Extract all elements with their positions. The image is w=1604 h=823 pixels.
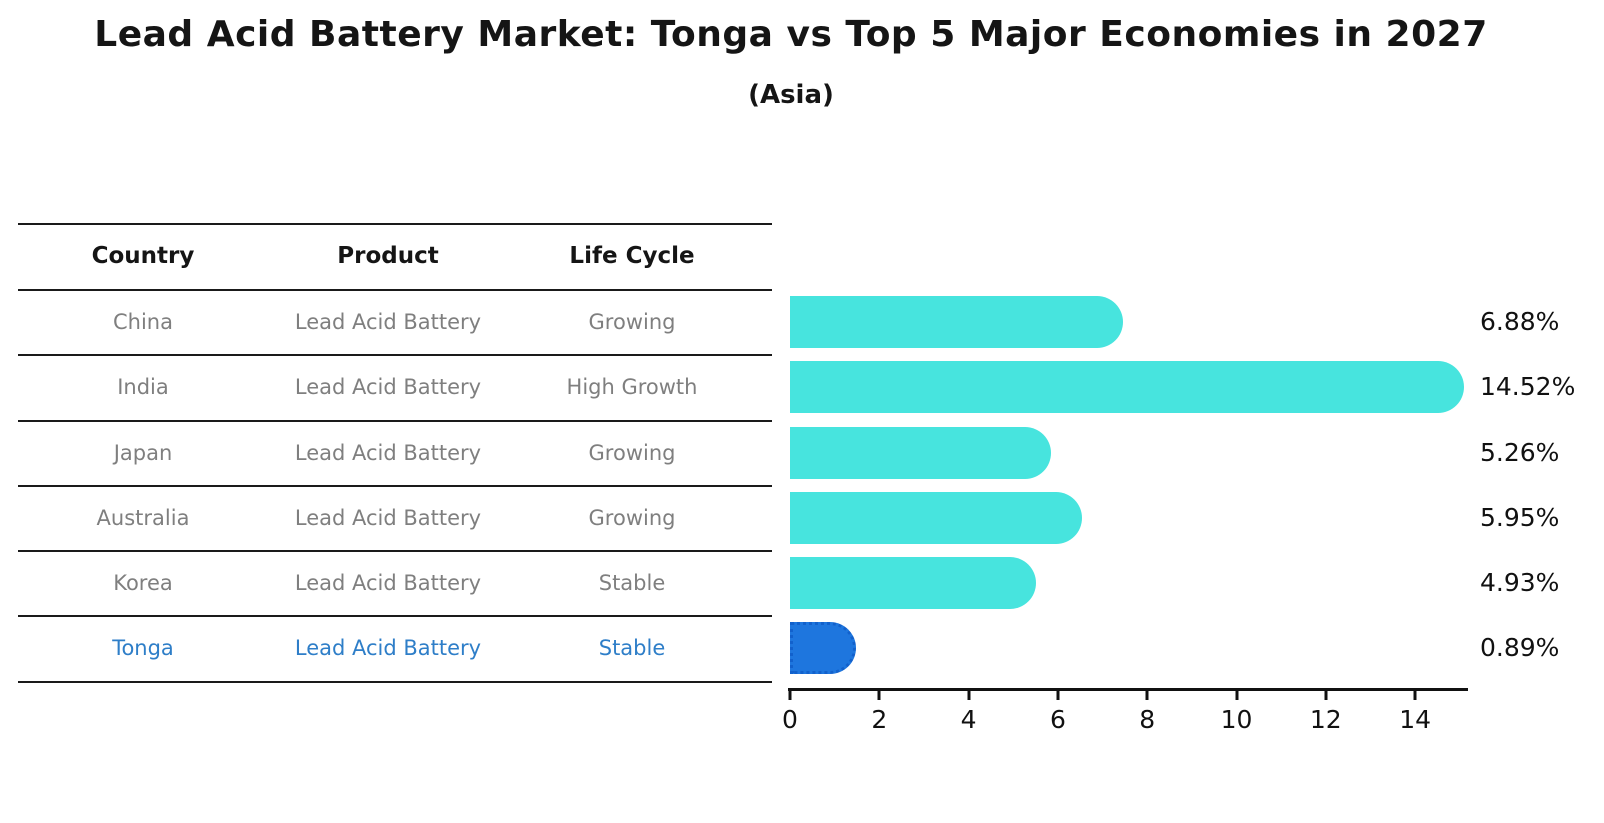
value-label: 5.95% (1480, 502, 1560, 532)
x-tick-label: 12 (1309, 705, 1342, 734)
table-cell-country: Australia (96, 505, 190, 530)
table-line (18, 354, 772, 356)
table-cell-lifecycle: Stable (598, 636, 666, 660)
x-tick-label: 8 (1139, 705, 1156, 734)
x-tick-label: 0 (782, 705, 798, 734)
table-cell-product: Lead Acid Battery (294, 440, 482, 465)
table-cell-lifecycle: Growing (588, 505, 676, 530)
value-label: 6.88% (1480, 306, 1560, 336)
x-tick-label: 6 (1049, 705, 1066, 734)
table-line (18, 420, 772, 422)
table-cell-product: Lead Acid Battery (294, 636, 482, 660)
x-tick (788, 691, 792, 700)
page-subtitle: (Asia) (748, 80, 834, 110)
table-cell-country: China (113, 309, 173, 334)
x-tick (1324, 691, 1328, 700)
table-cell-lifecycle: Stable (598, 570, 666, 595)
table-cell-product: Lead Acid Battery (294, 570, 482, 595)
value-label: 4.93% (1480, 567, 1560, 597)
x-tick (1145, 691, 1149, 700)
page-title: Lead Acid Battery Market: Tonga vs Top 5… (94, 14, 1488, 55)
x-tick (1235, 691, 1238, 700)
table-cell-lifecycle: High Growth (566, 375, 698, 399)
table-line (18, 615, 772, 617)
table-line (18, 223, 772, 225)
table-header-cell: Product (337, 243, 439, 269)
value-label: 0.89% (1480, 633, 1560, 662)
table-cell-country: India (117, 375, 169, 399)
bar (790, 361, 1464, 413)
table-header-cell: Life Cycle (569, 243, 695, 269)
table-cell-lifecycle: Growing (588, 440, 676, 465)
x-tick (1056, 691, 1060, 700)
table-cell-product: Lead Acid Battery (294, 375, 482, 399)
x-tick-label: 4 (960, 705, 977, 734)
table-cell-product: Lead Acid Battery (294, 309, 482, 334)
bar-highlight (790, 622, 856, 674)
x-tick-label: 14 (1399, 705, 1431, 734)
value-label: 14.52% (1480, 372, 1576, 401)
x-tick-label: 2 (871, 705, 888, 734)
value-label: 5.26% (1480, 437, 1560, 467)
table-line (18, 289, 772, 291)
bar (790, 491, 1082, 544)
x-axis (788, 688, 1468, 691)
table-cell-country: Tonga (112, 636, 174, 660)
x-tick (967, 691, 971, 700)
table-cell-product: Lead Acid Battery (294, 505, 482, 530)
table-header-cell: Country (91, 243, 195, 269)
table-cell-country: Japan (113, 440, 173, 465)
table-cell-lifecycle: Growing (588, 309, 676, 334)
table-line (18, 681, 772, 683)
bar (790, 426, 1051, 479)
bar (790, 556, 1036, 609)
x-tick-label: 10 (1220, 705, 1253, 734)
table-line (18, 550, 772, 552)
x-tick (1413, 691, 1417, 700)
table-line (18, 485, 772, 487)
bar (790, 295, 1123, 348)
x-tick (877, 691, 881, 700)
table-cell-country: Korea (113, 570, 173, 595)
